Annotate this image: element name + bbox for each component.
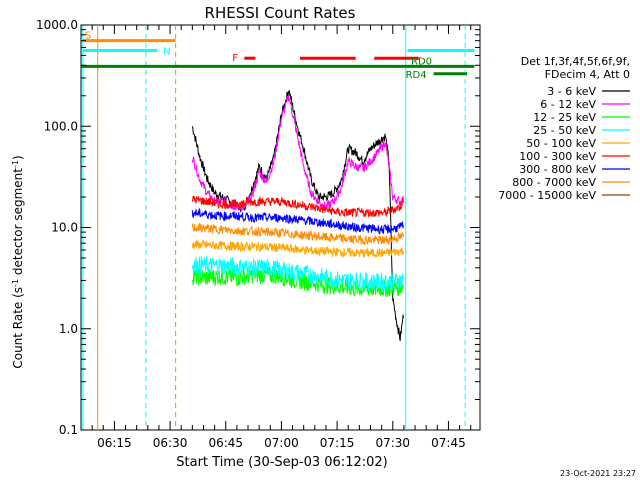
y-tick-label-2: 10.0 xyxy=(51,221,78,235)
y-tick-label-1: 1.0 xyxy=(59,322,78,336)
x-axis-label: Start Time (30-Sep-03 06:12:02) xyxy=(176,455,387,470)
annotation-label-5: RD0 xyxy=(411,56,432,67)
y-tick-label-0: 0.1 xyxy=(59,423,78,437)
y-tick-label-4: 1000.0 xyxy=(36,18,78,32)
y-axis-label: Count Rate (s-1 detector segment-1) xyxy=(11,155,26,368)
x-tick-label-4: 07:15 xyxy=(320,436,355,450)
series-line-3 xyxy=(191,255,404,292)
legend-label-6: 300 - 800 keV xyxy=(519,163,596,176)
series-line-1 xyxy=(191,94,404,212)
plot-frame xyxy=(80,24,481,431)
legend-label-8: 7000 - 15000 keV xyxy=(498,189,596,202)
series-line-7 xyxy=(191,222,404,246)
annotation-label-6: RD4 xyxy=(406,70,427,81)
legend-label-4: 50 - 100 keV xyxy=(526,137,596,150)
plot-area: S N F RD0 RD4 0.1 1.0 10.0 100.0 1000.0 06:15 06:30… xyxy=(36,18,481,450)
annotation-label-2: F xyxy=(232,53,238,64)
series-line-4 xyxy=(191,239,404,258)
y-tick-label-3: 100.0 xyxy=(44,119,78,133)
annotation-label-1: N xyxy=(163,46,170,57)
footer-date: 23-Oct-2021 23:27 xyxy=(560,469,636,478)
legend-label-0: 3 - 6 keV xyxy=(547,85,596,98)
x-tick-label-0: 06:15 xyxy=(97,436,132,450)
svg-text:Count Rate (s-1 detector segme: Count Rate (s-1 detector segment-1) xyxy=(11,155,26,368)
legend-label-1: 6 - 12 keV xyxy=(540,98,596,111)
legend-title-2: FDecim 4, Att 0 xyxy=(545,68,630,81)
chart-title: RHESSI Count Rates xyxy=(205,4,356,22)
x-tick-label-6: 07:45 xyxy=(431,436,466,450)
x-tick-label-5: 07:30 xyxy=(375,436,410,450)
legend-label-5: 100 - 300 keV xyxy=(519,150,596,163)
series-line-0 xyxy=(191,90,404,342)
series-line-5 xyxy=(191,195,404,218)
legend-label-3: 25 - 50 keV xyxy=(533,124,596,137)
x-tick-label-3: 07:00 xyxy=(264,436,299,450)
x-tick-label-2: 06:45 xyxy=(208,436,243,450)
legend: Det 1f,3f,4f,5f,6f,9f, FDecim 4, Att 0 3… xyxy=(498,55,630,202)
annotation-label-0: S xyxy=(85,31,91,42)
legend-label-2: 12 - 25 keV xyxy=(533,111,596,124)
legend-label-7: 800 - 7000 keV xyxy=(512,176,596,189)
series-line-6 xyxy=(191,207,404,235)
x-tick-label-1: 06:30 xyxy=(153,436,188,450)
legend-title-1: Det 1f,3f,4f,5f,6f,9f, xyxy=(521,55,630,68)
